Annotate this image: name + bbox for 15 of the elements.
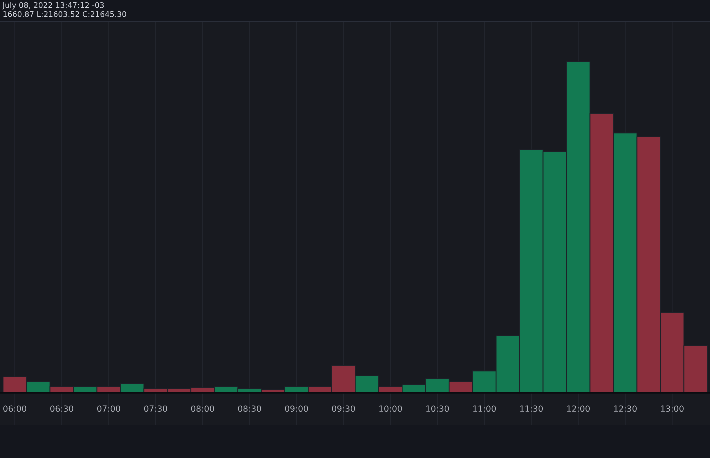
x-tick-label: 07:00: [97, 406, 120, 412]
x-tick-label: 06:00: [4, 406, 26, 412]
x-tick-label: 09:00: [285, 406, 308, 412]
x-tick-label: 07:30: [144, 406, 168, 412]
x-tick-label: 10:30: [426, 406, 450, 412]
x-tick-label: 10:00: [380, 406, 402, 412]
x-tick-label: 11:00: [474, 406, 496, 412]
x-tick-label: 12:30: [614, 406, 637, 412]
x-tick-label: 08:00: [191, 406, 214, 412]
x-tick-label: 12:00: [567, 406, 590, 412]
x-tick-label: 13:00: [661, 406, 684, 412]
x-tick-label: 08:30: [238, 406, 262, 412]
x-tick-label: 09:30: [332, 406, 356, 412]
x-tick-label: 11:30: [520, 406, 544, 412]
x-tick-label: 06:30: [50, 406, 74, 412]
